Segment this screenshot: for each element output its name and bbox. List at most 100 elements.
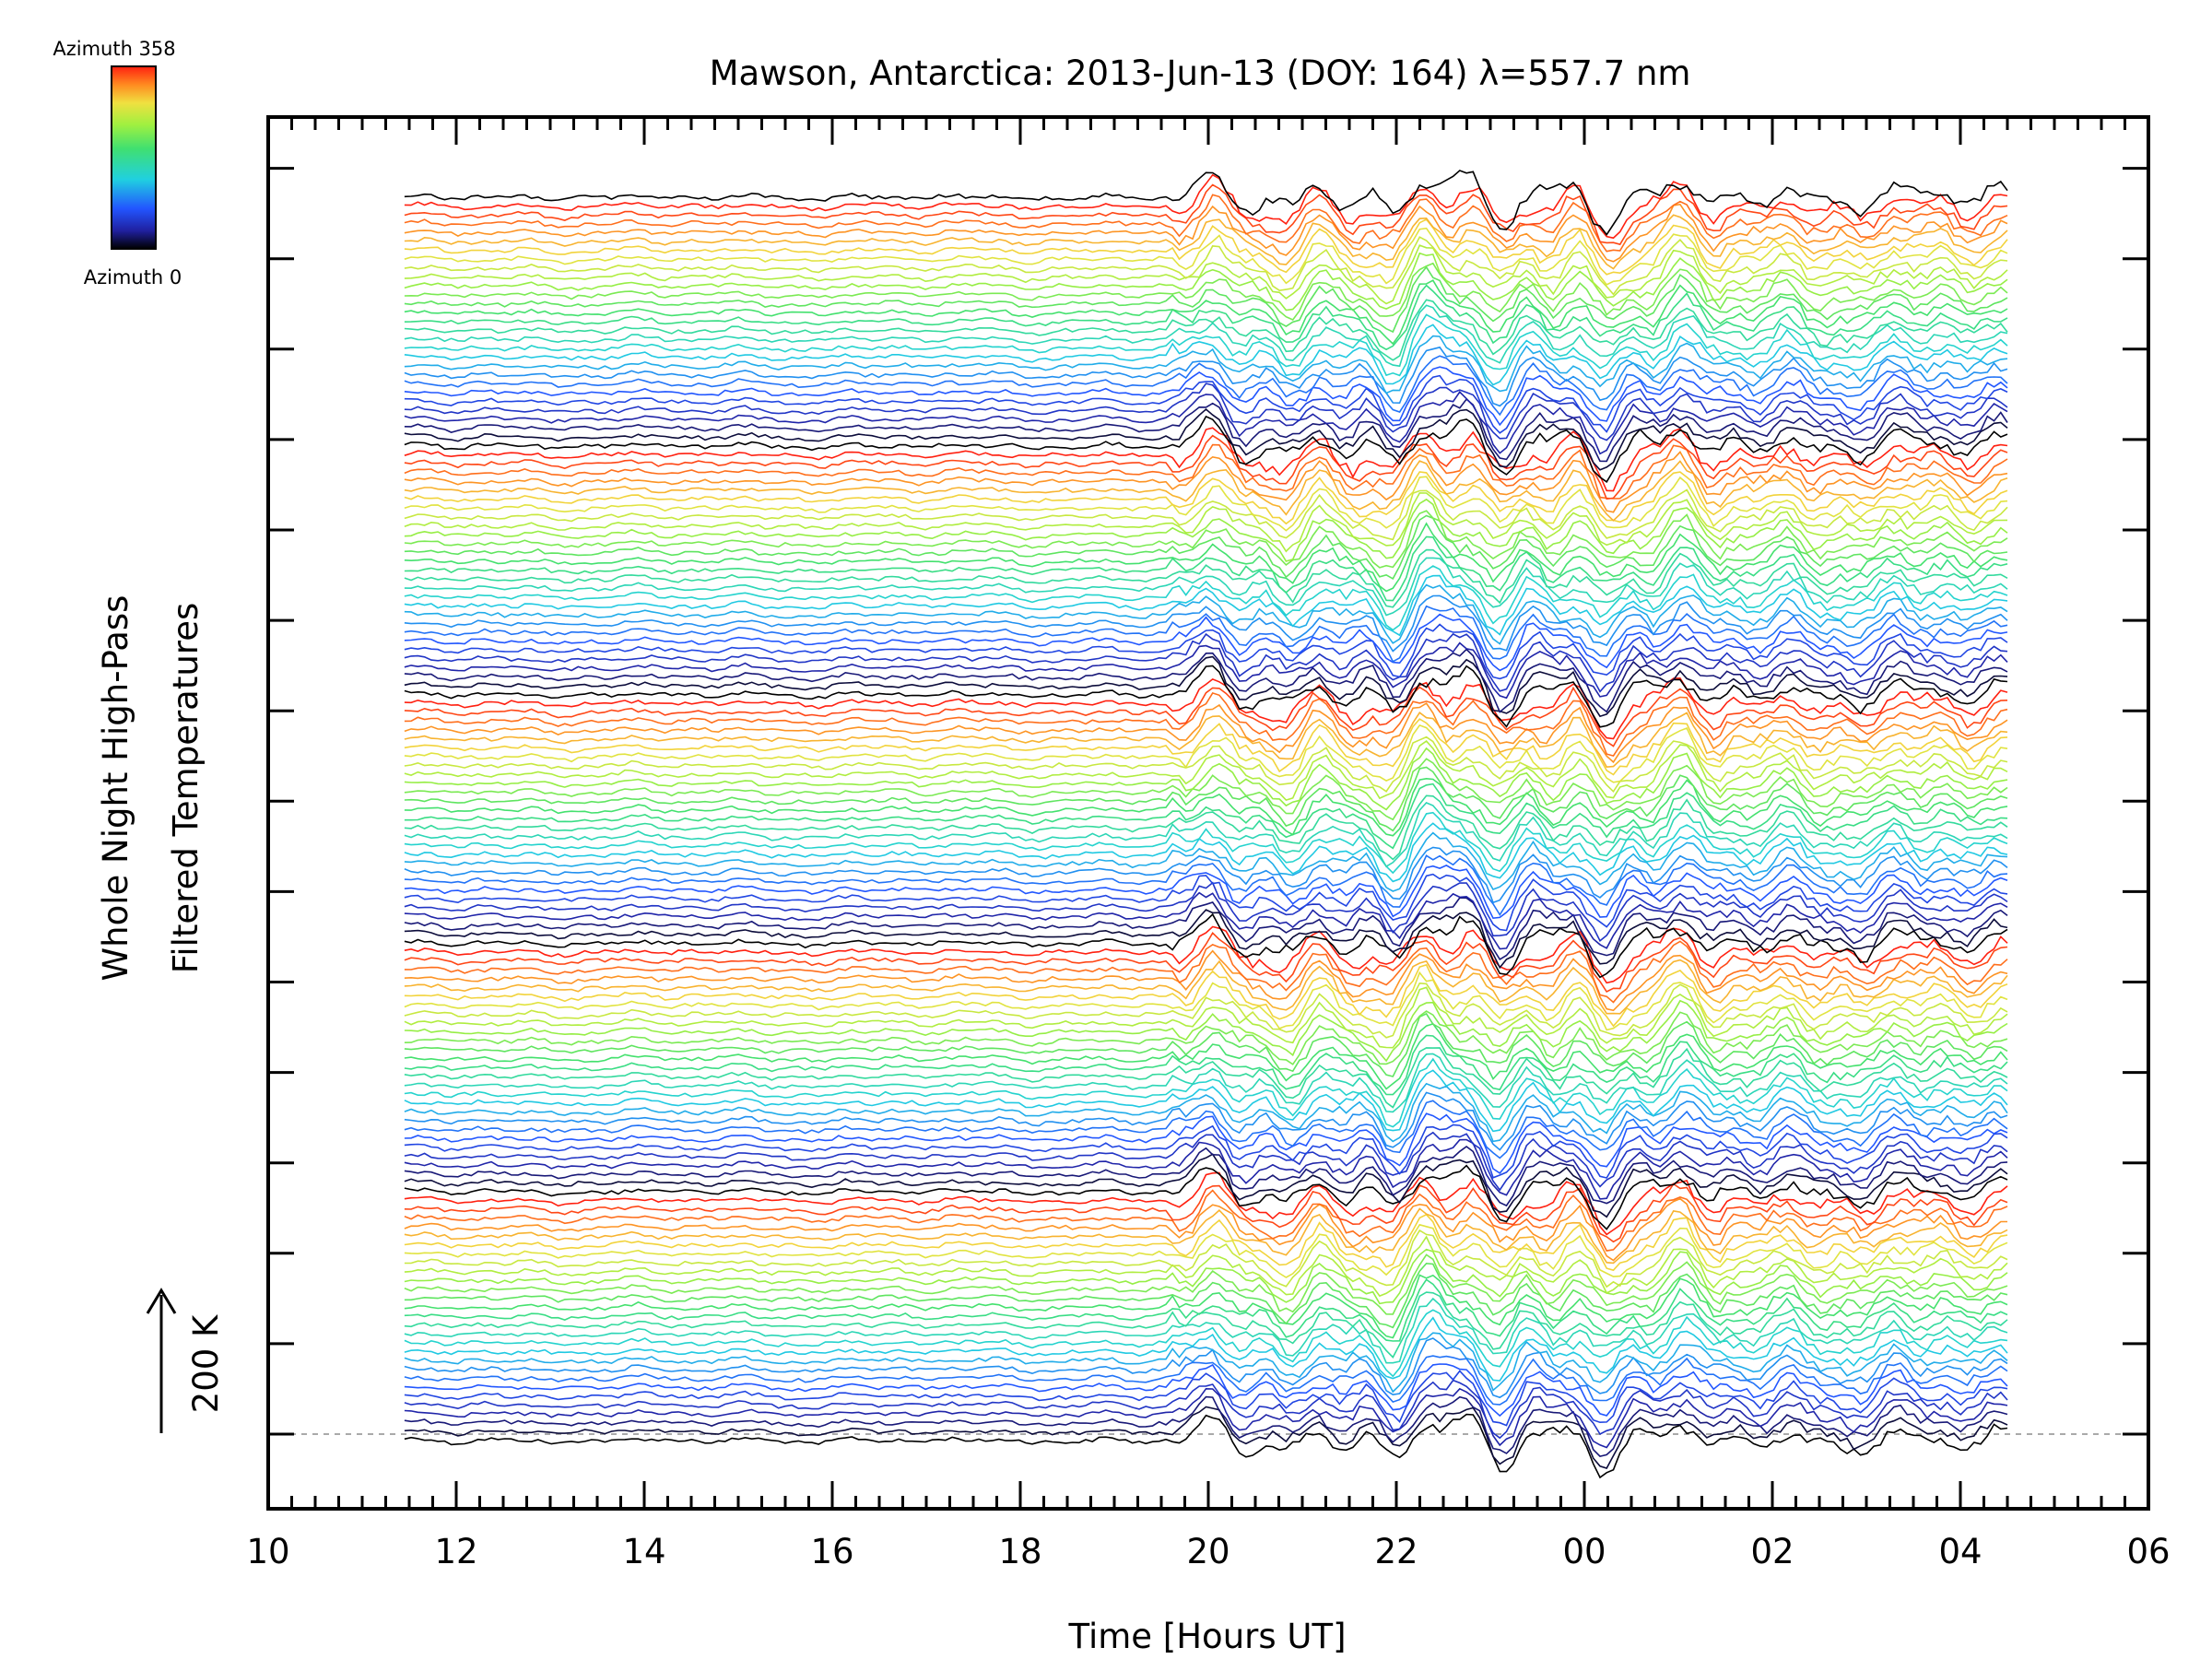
x-tick-labels: 10 12 14 16 18 20 22 00 02 04 06 (246, 1532, 2170, 1571)
series-line (404, 548, 2008, 608)
series-line (404, 1223, 2008, 1278)
series-line (404, 407, 2008, 471)
series-line (404, 1012, 2008, 1077)
series-line (404, 1171, 2008, 1236)
series-line (404, 1164, 2008, 1230)
series-line (404, 488, 2008, 541)
series-line (404, 427, 2008, 492)
ticks (266, 117, 2150, 1509)
series-line (404, 1182, 2008, 1243)
scale-bar-arrowhead (146, 1288, 177, 1314)
series-line (404, 1053, 2008, 1113)
series-line (404, 574, 2008, 637)
series-line (404, 1278, 2008, 1342)
series-line (404, 565, 2008, 631)
series-line (404, 434, 2008, 500)
series-line (404, 1153, 2008, 1218)
x-tick-label: 14 (622, 1532, 665, 1571)
x-tick-label: 04 (1938, 1532, 1982, 1571)
series-line (404, 909, 2008, 970)
series-line (404, 382, 2008, 441)
series-line (404, 1207, 2008, 1265)
series-line (404, 999, 2008, 1063)
series-line (404, 1337, 2008, 1399)
series-line (404, 522, 2008, 593)
series-line (404, 1022, 2008, 1090)
x-tick-label: 00 (1562, 1532, 1606, 1571)
series-line (404, 686, 2008, 747)
series-line (404, 510, 2008, 569)
series-line (404, 460, 2008, 522)
series-line (404, 655, 2008, 718)
series-line (404, 183, 2008, 246)
series-line (404, 959, 2008, 1015)
colorbar (111, 65, 157, 250)
scale-bar (146, 1288, 177, 1433)
series-line (404, 1355, 2008, 1406)
series-line (404, 1363, 2008, 1418)
series-line (404, 355, 2008, 417)
series-line (404, 1370, 2008, 1427)
x-axis-label: Time [Hours UT] (1067, 1617, 1346, 1656)
x-tick-label: 10 (246, 1532, 289, 1571)
x-tick-label: 22 (1374, 1532, 1418, 1571)
series-line (404, 846, 2008, 904)
series-line (404, 218, 2008, 276)
series-line (404, 173, 2008, 240)
series-line (404, 451, 2008, 513)
series-line (404, 1316, 2008, 1382)
series-line (404, 335, 2008, 394)
series-line (404, 284, 2008, 351)
series-line (404, 1034, 2008, 1096)
x-tick-label: 06 (2126, 1532, 2170, 1571)
series-line (404, 1146, 2008, 1207)
series-line (404, 1112, 2008, 1174)
series-line (404, 811, 2008, 875)
series-line (404, 881, 2008, 943)
series-line (404, 299, 2008, 361)
series-line (404, 1262, 2008, 1329)
series-line (404, 1213, 2008, 1272)
series-line (404, 492, 2008, 553)
series-line (404, 691, 2008, 758)
series-line (404, 1413, 2008, 1479)
series-line (404, 735, 2008, 794)
series-line (404, 324, 2008, 386)
series-line (404, 632, 2008, 693)
series-line (404, 244, 2008, 305)
series-line (404, 1379, 2008, 1440)
x-tick-label: 18 (998, 1532, 1041, 1571)
series-line (404, 766, 2008, 832)
series-line (404, 1309, 2008, 1378)
series-line (404, 1100, 2008, 1159)
x-tick-label: 12 (434, 1532, 477, 1571)
series-line (404, 498, 2008, 562)
series-line (404, 1406, 2008, 1469)
series-line (404, 822, 2008, 883)
series-line (404, 940, 2008, 1004)
scale-bar-label: 200 K (186, 1313, 226, 1413)
series-line (404, 1047, 2008, 1109)
series-line (404, 262, 2008, 321)
series-line (404, 724, 2008, 783)
series-line (404, 1138, 2008, 1200)
series-line (404, 747, 2008, 811)
series-line (404, 1091, 2008, 1151)
series-line (404, 777, 2008, 837)
x-tick-label: 16 (810, 1532, 853, 1571)
series-line (404, 1291, 2008, 1359)
series-line (404, 982, 2008, 1039)
series-line (404, 1229, 2008, 1288)
series-line (404, 203, 2008, 263)
series-line (404, 831, 2008, 892)
series-line (404, 313, 2008, 377)
series-line (404, 758, 2008, 821)
x-tick-label: 20 (1186, 1532, 1230, 1571)
series-line (404, 1131, 2008, 1192)
series-line (404, 514, 2008, 581)
series-line (404, 594, 2008, 653)
series-line (404, 873, 2008, 932)
series-line (404, 398, 2008, 463)
series-line (404, 1235, 2008, 1298)
